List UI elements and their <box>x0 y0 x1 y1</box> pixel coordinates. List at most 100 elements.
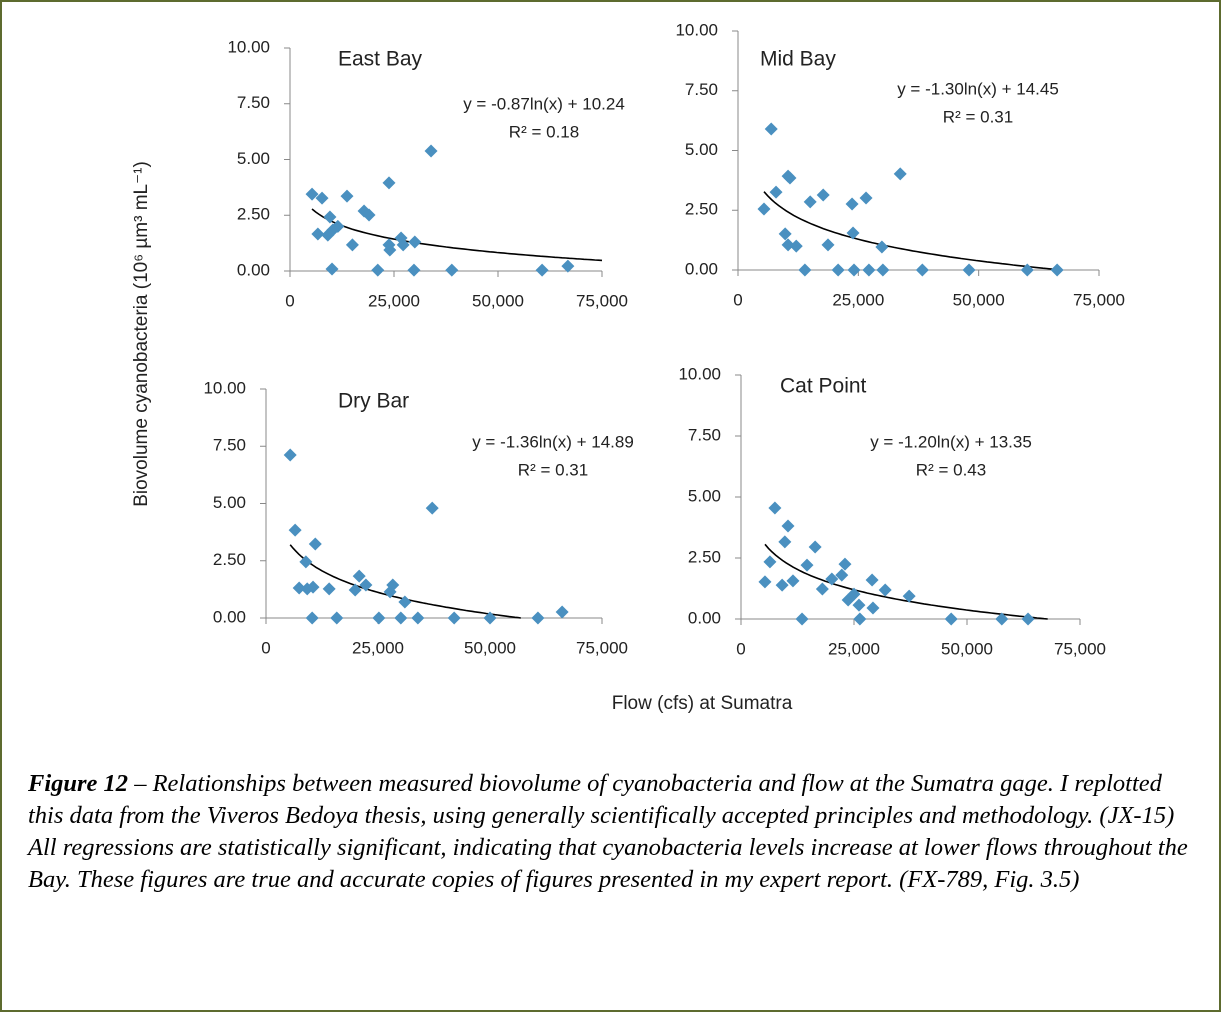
data-point <box>768 501 782 515</box>
data-point <box>786 574 800 588</box>
data-point <box>775 578 789 592</box>
data-point <box>283 448 297 462</box>
data-point <box>325 262 339 276</box>
x-tick-label: 50,000 <box>953 290 1005 309</box>
data-point <box>846 226 860 240</box>
data-point <box>962 263 976 277</box>
data-point <box>555 605 569 619</box>
data-point <box>783 171 797 185</box>
trendline <box>764 543 1048 620</box>
data-point <box>371 263 385 277</box>
equation: y = -1.36ln(x) + 14.89 <box>472 432 634 451</box>
data-point <box>352 569 366 583</box>
x-tick-label: 75,000 <box>576 638 628 657</box>
data-point <box>778 227 792 241</box>
x-tick-label: 0 <box>261 638 270 657</box>
x-tick-label: 25,000 <box>828 639 880 658</box>
data-point <box>862 263 876 277</box>
y-tick-label: 7.50 <box>688 425 721 444</box>
y-tick-label: 2.50 <box>237 205 270 224</box>
caption: Figure 12 – Relationships between measur… <box>28 768 1198 896</box>
data-point <box>816 188 830 202</box>
data-point <box>445 263 459 277</box>
y-tick-label: 10.00 <box>203 378 246 397</box>
data-point <box>483 611 497 625</box>
data-point <box>396 238 410 252</box>
data-point <box>876 263 890 277</box>
x-tick-label: 25,000 <box>368 291 420 310</box>
data-point <box>535 263 549 277</box>
data-point <box>995 612 1009 626</box>
y-tick-label: 0.00 <box>213 607 246 626</box>
y-tick-label: 7.50 <box>237 93 270 112</box>
data-point <box>323 210 337 224</box>
y-tick-label: 0.00 <box>688 608 721 627</box>
data-point <box>345 238 359 252</box>
x-tick-label: 25,000 <box>832 290 884 309</box>
equation: y = -1.30ln(x) + 14.45 <box>897 79 1059 98</box>
data-point <box>808 540 822 554</box>
data-point <box>798 263 812 277</box>
data-point <box>407 263 421 277</box>
r-squared: R² = 0.31 <box>518 460 588 479</box>
data-point <box>1050 263 1064 277</box>
x-tick-label: 0 <box>285 291 294 310</box>
data-point <box>902 589 916 603</box>
x-tick-label: 0 <box>733 290 742 309</box>
trendline <box>311 208 603 262</box>
data-point <box>803 195 817 209</box>
data-point <box>359 578 373 592</box>
data-point <box>1020 263 1034 277</box>
data-point <box>288 523 302 537</box>
x-tick-label: 75,000 <box>1054 639 1106 658</box>
data-point <box>821 238 835 252</box>
data-point <box>348 583 362 597</box>
y-tick-label: 2.50 <box>213 550 246 569</box>
data-point <box>845 197 859 211</box>
data-point <box>305 611 319 625</box>
data-point <box>915 263 929 277</box>
data-point <box>764 122 778 136</box>
data-point <box>847 587 861 601</box>
data-point <box>878 583 892 597</box>
data-point <box>330 611 344 625</box>
data-point <box>865 573 879 587</box>
data-point <box>781 519 795 533</box>
data-point <box>425 501 439 515</box>
data-point <box>852 598 866 612</box>
x-tick-label: 0 <box>736 639 745 658</box>
data-point <box>340 189 354 203</box>
y-tick-label: 0.00 <box>237 260 270 279</box>
x-tick-label: 50,000 <box>472 291 524 310</box>
chart-title: Dry Bar <box>338 390 409 413</box>
y-tick-label: 5.00 <box>688 486 721 505</box>
data-point <box>292 581 306 595</box>
y-axis-title: Biovolume cyanobacteria (10⁶ µm³ mL⁻¹) <box>131 161 152 507</box>
data-point <box>815 582 829 596</box>
y-tick-label: 10.00 <box>227 37 270 56</box>
data-point <box>859 191 873 205</box>
y-tick-label: 10.00 <box>678 364 721 383</box>
y-tick-label: 7.50 <box>213 436 246 455</box>
data-point <box>315 191 329 205</box>
data-point <box>299 555 313 569</box>
data-point <box>322 582 336 596</box>
x-tick-label: 50,000 <box>464 638 516 657</box>
r-squared: R² = 0.43 <box>916 460 986 479</box>
data-point <box>758 575 772 589</box>
data-point <box>838 557 852 571</box>
y-tick-label: 5.00 <box>685 140 718 159</box>
data-point <box>383 243 397 257</box>
data-point <box>386 578 400 592</box>
chart-title: Cat Point <box>780 375 867 398</box>
y-tick-label: 7.50 <box>685 80 718 99</box>
data-point <box>944 612 958 626</box>
data-point <box>447 611 461 625</box>
data-point <box>825 572 839 586</box>
data-point <box>800 558 814 572</box>
equation: y = -1.20ln(x) + 13.35 <box>870 432 1032 451</box>
data-point <box>372 611 386 625</box>
data-point <box>763 555 777 569</box>
data-point <box>331 219 345 233</box>
